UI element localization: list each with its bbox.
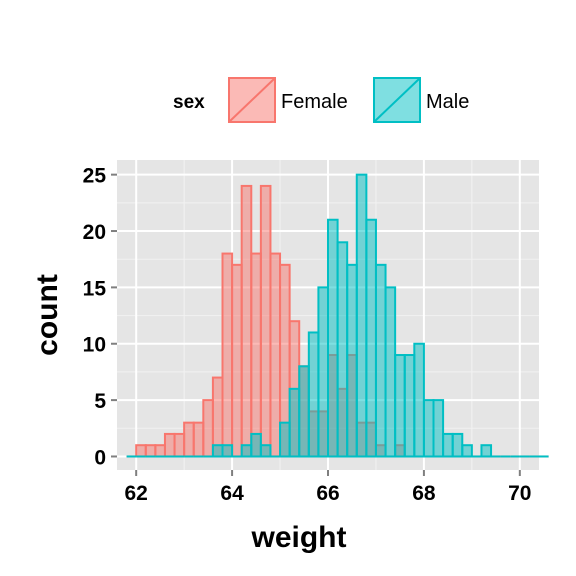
- bar-female: [183, 421, 195, 458]
- x-tick-label: 62: [125, 482, 148, 505]
- bar-male: [413, 342, 425, 458]
- x-tick-label: 70: [508, 482, 531, 505]
- y-tick-label: 5: [94, 390, 106, 413]
- bar-male: [403, 354, 416, 458]
- bar-male: [240, 444, 253, 458]
- bar-female: [202, 399, 214, 458]
- bar-male: [259, 444, 272, 458]
- y-tick-label: 20: [83, 221, 106, 244]
- bar-male: [451, 432, 464, 458]
- bar-female: [259, 184, 272, 458]
- bar-male: [432, 399, 445, 458]
- bar-male: [317, 286, 329, 458]
- x-tick-label: 64: [220, 482, 244, 505]
- legend-key-male: [373, 77, 421, 123]
- bar-female: [250, 252, 262, 458]
- legend-label-male: Male: [426, 91, 469, 113]
- x-tick-label: 66: [316, 482, 339, 505]
- bar-female: [231, 263, 243, 458]
- legend-swatch-male-slash: [374, 78, 420, 122]
- bar-male: [211, 444, 224, 458]
- y-tick-label: 10: [83, 334, 106, 357]
- bar-male: [221, 444, 234, 458]
- legend-key-female: [228, 77, 276, 123]
- bar-male: [336, 241, 349, 458]
- bar-female: [135, 444, 147, 458]
- y-axis-title: count: [31, 274, 64, 356]
- bar-male: [384, 286, 397, 458]
- bar-female: [192, 421, 205, 458]
- legend-title: sex: [173, 92, 205, 113]
- bar-male: [298, 365, 310, 458]
- bar-male: [307, 331, 320, 458]
- bar-male: [461, 444, 473, 458]
- x-axis: 62 64 66 68 70: [125, 470, 531, 505]
- legend: sex Female Male: [173, 77, 469, 123]
- bar-female: [163, 432, 176, 458]
- legend-swatch-female-slash: [229, 78, 275, 122]
- legend-label-female: Female: [281, 91, 348, 113]
- y-tick-label: 25: [83, 165, 107, 188]
- bars: [126, 173, 549, 458]
- bar-male: [327, 218, 339, 458]
- bar-male: [394, 354, 406, 458]
- bar-male: [250, 432, 262, 458]
- bar-male: [374, 263, 387, 458]
- x-tick-label: 68: [412, 482, 436, 505]
- bar-female: [154, 444, 166, 458]
- bar-male: [422, 399, 435, 458]
- bar-male: [365, 218, 377, 458]
- y-tick-label: 0: [94, 446, 106, 469]
- bar-male: [355, 173, 368, 458]
- y-axis: 0 5 10 15 20 25: [83, 165, 117, 469]
- bar-male: [442, 432, 454, 458]
- bar-male: [480, 444, 493, 458]
- bar-male: [346, 263, 358, 458]
- x-axis-title: weight: [251, 521, 347, 554]
- y-tick-label: 15: [83, 277, 107, 300]
- bar-male: [279, 421, 291, 458]
- bar-female: [269, 252, 282, 458]
- bar-female: [144, 444, 157, 458]
- bar-female: [240, 184, 253, 458]
- bar-female: [173, 432, 186, 458]
- bar-male: [288, 387, 301, 458]
- bar-female: [221, 252, 234, 458]
